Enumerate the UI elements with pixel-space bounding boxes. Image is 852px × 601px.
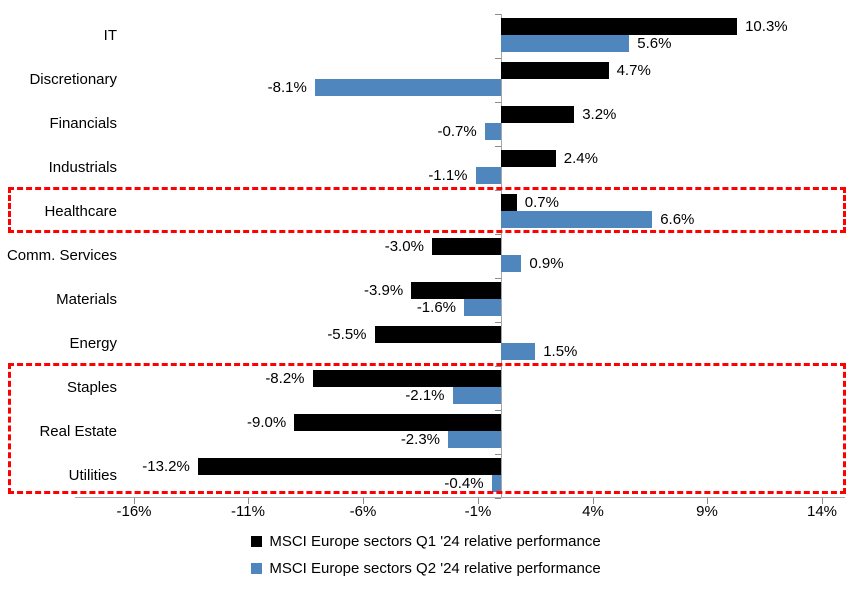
x-axis-tick-label: 9%: [696, 503, 718, 520]
q1-bar: [500, 150, 556, 167]
value-label: -13.2%: [142, 458, 190, 475]
x-axis-tick: [707, 498, 708, 504]
chart-legend: MSCI Europe sectors Q1 '24 relative perf…: [0, 533, 852, 577]
x-axis-tick: [478, 498, 479, 504]
value-label: -0.4%: [444, 475, 484, 492]
category-label: IT: [103, 27, 117, 44]
q1-bar: [411, 282, 501, 299]
y-axis-tick: [495, 498, 501, 499]
x-axis-tick-label: -1%: [464, 503, 492, 520]
value-label: -1.6%: [416, 299, 456, 316]
value-label: 0.7%: [524, 194, 559, 211]
q1-bar: [312, 370, 501, 387]
y-axis-tick: [495, 146, 501, 147]
category-label: Financials: [49, 115, 117, 132]
value-label: 2.4%: [563, 150, 598, 167]
q2-bar: [448, 431, 501, 448]
value-label: 0.9%: [529, 255, 564, 272]
y-axis-tick: [495, 14, 501, 15]
q2-bar: [500, 255, 522, 272]
q2-bar: [475, 167, 501, 184]
category-label: Real Estate: [39, 423, 117, 440]
value-label: 10.3%: [745, 18, 788, 35]
y-axis-tick: [495, 190, 501, 191]
q1-bar: [374, 326, 501, 343]
x-axis-tick-label: -11%: [231, 503, 265, 520]
category-label: Discretionary: [29, 71, 117, 88]
value-label: 4.7%: [616, 62, 651, 79]
y-axis-tick: [495, 234, 501, 235]
value-label: -2.3%: [400, 431, 440, 448]
x-axis-tick: [822, 498, 823, 504]
category-label: Materials: [56, 291, 117, 308]
category-label: Energy: [69, 335, 117, 352]
y-axis-tick: [495, 410, 501, 411]
x-axis-tick: [593, 498, 594, 504]
value-label: -8.2%: [265, 370, 305, 387]
q1-legend-swatch-icon: [251, 536, 263, 547]
q2-bar: [500, 211, 653, 228]
q1-bar: [500, 106, 575, 123]
value-label: -0.7%: [437, 123, 477, 140]
q1-bar: [500, 194, 517, 211]
category-label: Staples: [66, 379, 117, 396]
value-label: 3.2%: [582, 106, 617, 123]
value-label: 6.6%: [660, 211, 695, 228]
category-label: Industrials: [48, 159, 117, 176]
category-label: Utilities: [68, 467, 117, 484]
q2-bar: [464, 299, 501, 316]
q1-bar: [431, 238, 501, 255]
y-axis-tick: [495, 58, 501, 59]
x-axis-tick: [248, 498, 249, 504]
y-axis-tick: [495, 322, 501, 323]
legend-label-q2: MSCI Europe sectors Q2 '24 relative perf…: [269, 560, 601, 577]
q2-bar: [500, 343, 536, 360]
category-label: Healthcare: [44, 203, 117, 220]
q2-bar: [491, 475, 501, 492]
value-label: 5.6%: [637, 35, 672, 52]
q2-bar: [452, 387, 501, 404]
x-axis-tick-label: -6%: [349, 503, 377, 520]
q1-bar: [500, 62, 609, 79]
category-label: Comm. Services: [6, 247, 117, 264]
value-label: 1.5%: [543, 343, 578, 360]
q2-bar: [314, 79, 501, 96]
y-axis-tick: [495, 278, 501, 279]
x-axis-tick-label: 4%: [582, 503, 604, 520]
x-axis-tick-label: 14%: [806, 503, 838, 520]
y-axis-tick: [495, 366, 501, 367]
legend-item-q1: MSCI Europe sectors Q1 '24 relative perf…: [251, 533, 601, 550]
legend-item-q2: MSCI Europe sectors Q2 '24 relative perf…: [251, 560, 601, 577]
y-axis-tick: [495, 454, 501, 455]
x-axis-tick: [363, 498, 364, 504]
x-axis-tick-label: -16%: [116, 503, 152, 520]
y-axis-tick: [495, 102, 501, 103]
q2-bar: [484, 123, 501, 140]
value-label: -9.0%: [247, 414, 287, 431]
x-axis-tick: [134, 498, 135, 504]
legend-label-q1: MSCI Europe sectors Q1 '24 relative perf…: [269, 533, 601, 550]
q1-bar: [197, 458, 501, 475]
q2-legend-swatch-icon: [251, 563, 263, 574]
value-label: -3.9%: [364, 282, 404, 299]
value-label: -5.5%: [327, 326, 367, 343]
q1-bar: [294, 414, 501, 431]
q1-bar: [500, 18, 738, 35]
value-label: -3.0%: [384, 238, 424, 255]
value-label: -2.1%: [405, 387, 445, 404]
value-label: -8.1%: [267, 79, 307, 96]
value-label: -1.1%: [428, 167, 468, 184]
x-axis-line: [75, 497, 845, 498]
q2-bar: [500, 35, 630, 52]
highlight-box: [8, 187, 846, 233]
